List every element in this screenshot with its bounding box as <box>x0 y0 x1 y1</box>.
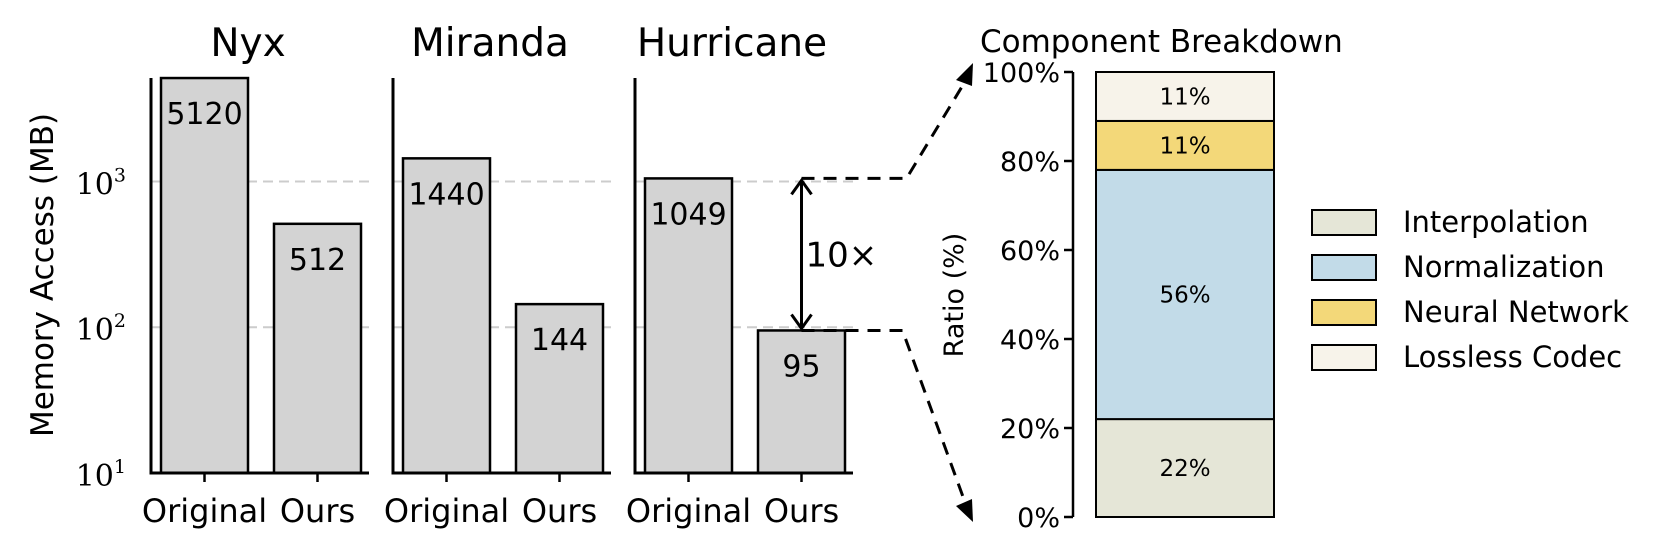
stack-segment <box>1095 168 1275 421</box>
legend-label: Neural Network <box>1403 295 1629 329</box>
bar <box>159 76 250 475</box>
y-tick-label: 102 <box>76 310 126 348</box>
bar <box>643 177 734 475</box>
breakdown-title: Component Breakdown <box>980 24 1343 60</box>
segment-value-label: 11% <box>1159 133 1210 159</box>
bar <box>272 222 363 475</box>
bar-value-label: 5120 <box>166 97 242 132</box>
breakdown-y-axis-label: Ratio (%) <box>939 233 970 358</box>
bar-value-label: 95 <box>782 349 820 384</box>
legend-label: Lossless Codec <box>1403 340 1622 374</box>
zoom-arrowhead-bottom <box>956 499 973 522</box>
breakdown-y-tick-label: 60% <box>1000 236 1060 267</box>
segment-value-label: 22% <box>1159 456 1210 482</box>
ratio-arrow-head-top <box>790 177 813 196</box>
breakdown-y-tick-label: 80% <box>1000 147 1060 178</box>
y-tick-label: 103 <box>76 164 126 202</box>
panel-title: Hurricane <box>637 21 827 66</box>
y-axis-label: Memory Access (MB) <box>25 113 61 437</box>
legend-swatch <box>1311 254 1377 281</box>
zoom-connector-bottom <box>801 328 968 506</box>
x-tick-label: Original <box>626 492 751 530</box>
bar-value-label: 1049 <box>650 197 726 232</box>
breakdown-stack: 22% 56% 11% 11% 0% 20% 40% 60% 80% 100% <box>801 58 1275 534</box>
stack-segment <box>1095 71 1275 122</box>
segment-value-label: 11% <box>1159 84 1210 110</box>
bar-value-label: 144 <box>531 323 588 358</box>
breakdown-y-tick-label: 20% <box>1000 414 1060 445</box>
zoom-arrowhead-top <box>956 63 973 86</box>
y-tick-label: 101 <box>76 456 126 494</box>
legend-swatch <box>1311 209 1377 236</box>
panel-hurricane: Hurricane 1049 Original 95 Ours <box>626 21 853 530</box>
stack-segment <box>1095 119 1275 171</box>
legend-label: Interpolation <box>1403 205 1589 239</box>
breakdown-y-tick-label: 40% <box>1000 325 1060 356</box>
segment-value-label: 56% <box>1159 283 1210 309</box>
y-tick-base: 10 <box>76 167 114 202</box>
y-tick-base: 10 <box>76 313 114 348</box>
legend-swatch <box>1311 344 1377 371</box>
bar-value-label: 512 <box>289 243 346 278</box>
breakdown-y-tick-label: 100% <box>983 58 1060 89</box>
panel-title: Miranda <box>411 21 569 66</box>
legend-label: Normalization <box>1403 250 1605 284</box>
x-tick-label: Ours <box>280 492 355 530</box>
x-tick-label: Ours <box>522 492 597 530</box>
stack-segment <box>1095 418 1275 519</box>
bar <box>514 302 605 475</box>
x-tick-label: Original <box>384 492 509 530</box>
y-tick-base: 10 <box>76 459 114 494</box>
bar <box>756 329 847 475</box>
x-tick-label: Ours <box>764 492 839 530</box>
panel-title: Nyx <box>210 21 285 66</box>
breakdown-y-tick-label: 0% <box>1017 503 1060 534</box>
ratio-arrow-head-bottom <box>790 313 813 332</box>
ratio-label: 10× <box>806 235 878 275</box>
legend-swatch <box>1311 299 1377 326</box>
panel-nyx: Nyx 5120 Original 512 Ours <box>142 21 369 530</box>
zoom-connectors <box>801 63 973 522</box>
y-tick-exponent: 1 <box>114 456 126 478</box>
memory-panels: 101102103Nyx5120Original512OursMiranda14… <box>76 21 878 530</box>
ratio-annotation: 10× <box>790 177 878 332</box>
legend: Interpolation Normalization Neural Network… <box>1311 205 1629 374</box>
x-tick-label: Original <box>142 492 267 530</box>
zoom-connector-top <box>801 79 968 180</box>
y-tick-exponent: 3 <box>114 164 126 186</box>
bar-value-label: 1440 <box>408 177 484 212</box>
y-tick-exponent: 2 <box>114 310 126 332</box>
panel-miranda: Miranda 1440 Original 144 Ours <box>384 21 611 530</box>
bar <box>401 157 492 475</box>
